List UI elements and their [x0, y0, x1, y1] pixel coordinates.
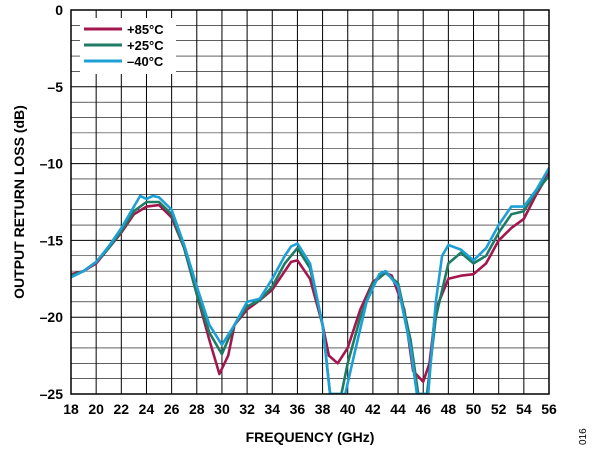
y-tick-label: –15 [40, 232, 64, 248]
y-tick-label: 0 [55, 2, 63, 18]
plot-frame [70, 9, 550, 395]
series-layer [71, 166, 549, 394]
y-tick-label: –5 [47, 79, 63, 95]
y-tick-label: –10 [40, 156, 64, 172]
x-tick-label: 54 [516, 401, 532, 417]
x-tick-label: 24 [139, 401, 155, 417]
x-tick-label: 48 [441, 401, 457, 417]
y-tick-label: –25 [40, 386, 64, 402]
grid [70, 9, 550, 395]
x-tick-label: 28 [189, 401, 205, 417]
series-line [71, 166, 549, 394]
x-tick-label: 50 [466, 401, 482, 417]
x-axis-title: FREQUENCY (GHz) [246, 429, 375, 445]
x-tick-label: 22 [114, 401, 130, 417]
x-tick-label: 40 [340, 401, 356, 417]
x-tick-label: 42 [365, 401, 381, 417]
x-tick-label: 34 [264, 401, 280, 417]
x-tick-label: 18 [63, 401, 79, 417]
x-tick-label: 26 [164, 401, 180, 417]
x-tick-label: 52 [491, 401, 507, 417]
x-tick-label: 30 [214, 401, 230, 417]
x-tick-labels: 18 20 22 24 26 28 30 32 34 36 38 40 42 44 46 48 50 52 54 56 [63, 401, 557, 417]
x-tick-label: 36 [290, 401, 306, 417]
x-tick-label: 32 [239, 401, 255, 417]
legend-label: +85°C [127, 22, 164, 37]
x-tick-label: 38 [315, 401, 331, 417]
legend-label: +25°C [127, 38, 164, 53]
x-tick-label: 44 [390, 401, 406, 417]
y-tick-labels: 0 –5 –10 –15 –20 –25 [40, 2, 64, 402]
x-tick-label: 20 [88, 401, 104, 417]
legend: +85°C+25°C–40°C [84, 22, 164, 69]
x-tick-label: 46 [415, 401, 431, 417]
x-tick-label: 56 [541, 401, 557, 417]
y-tick-label: –20 [40, 309, 64, 325]
legend-label: –40°C [127, 54, 164, 69]
figure-code: 016 [578, 428, 589, 445]
y-axis-title: OUTPUT RETURN LOSS (dB) [11, 105, 27, 299]
